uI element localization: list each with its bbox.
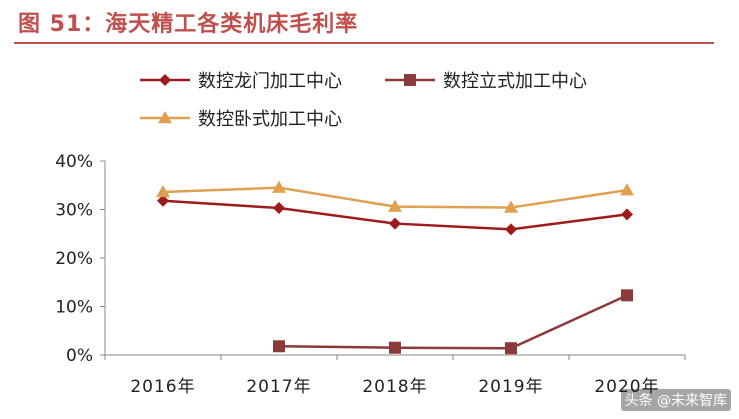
data-point: [157, 194, 169, 207]
x-tick-label: 2018年: [362, 377, 427, 397]
legend-label: 数控龙门加工中心: [198, 71, 342, 92]
data-point: [273, 340, 285, 353]
series-layer: [156, 180, 634, 355]
axes: 0% 10% 20% 30% 40% 2016年 2017年 2018年 2019年 2020年: [55, 152, 686, 397]
legend-marker: [404, 74, 416, 86]
figure-title: 图 51：海天精工各类机床毛利率: [18, 12, 359, 37]
legend-label: 数控立式加工中心: [443, 71, 587, 92]
y-tick-label: 0%: [66, 346, 93, 366]
legend-marker: [159, 74, 171, 86]
legend-label: 数控卧式加工中心: [198, 109, 342, 130]
data-point: [388, 199, 402, 212]
data-point: [273, 202, 285, 215]
data-point: [621, 208, 633, 221]
data-point: [272, 180, 286, 193]
x-tick-label: 2016年: [130, 377, 195, 397]
y-tick-label: 10%: [55, 298, 93, 318]
y-tick-label: 30%: [55, 201, 93, 221]
data-point: [505, 342, 517, 355]
data-point: [389, 217, 401, 230]
title-rule: [14, 42, 714, 44]
data-point: [505, 223, 517, 236]
data-point: [621, 289, 633, 302]
y-tick-label: 40%: [55, 152, 93, 172]
x-tick-label: 2019年: [478, 377, 543, 397]
x-tick-label: 2017年: [246, 377, 311, 397]
y-tick-label: 20%: [55, 249, 93, 269]
data-point: [389, 341, 401, 354]
legend-marker: [158, 111, 172, 124]
x-tick-label: 2020年: [594, 377, 659, 397]
data-point: [156, 185, 170, 198]
watermark: 头条 @未来智库: [620, 389, 731, 411]
data-point: [620, 183, 634, 196]
data-point: [504, 200, 518, 213]
series-line-2: [278, 294, 628, 350]
